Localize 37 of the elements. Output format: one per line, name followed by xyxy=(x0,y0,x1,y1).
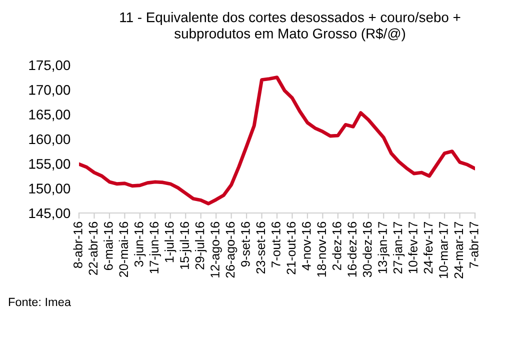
x-tick-label: 18-nov-16 xyxy=(317,222,326,277)
x-tick-label: 8-abr-16 xyxy=(73,222,82,268)
x-tick-label: 9-set-16 xyxy=(241,222,250,267)
y-tick-label: 160,00 xyxy=(29,134,70,146)
x-tick-label: 24-mar-17 xyxy=(454,222,464,278)
x-tick-label: 30-dez-16 xyxy=(362,222,372,278)
x-tick-label: 13-jan-17 xyxy=(378,222,390,274)
x-tick-label: 26-ago-16 xyxy=(226,222,238,278)
source-note: Fonte: Imea xyxy=(8,298,71,306)
x-tick-label: 15-jul-16 xyxy=(180,222,192,270)
chart-title: 11 - Equivalente dos cortes desossados + couro/sebo + subprodutos em Mato Grosso (R$/@) xyxy=(120,12,460,42)
x-tick-label: 1-jul-16 xyxy=(164,222,176,262)
x-tick-label: 27-jan-17 xyxy=(393,222,405,274)
x-tick-label: 20-mai-16 xyxy=(118,222,128,277)
line-series xyxy=(79,76,475,206)
y-tick-label: 170,00 xyxy=(29,85,70,96)
x-tick-label: 24-fev-17 xyxy=(423,222,433,274)
x-tick-label: 3-jun-16 xyxy=(134,222,146,267)
x-tick-label: 4-nov-16 xyxy=(302,222,311,270)
x-tick-label: 16-dez-16 xyxy=(347,222,357,277)
x-tick-label: 10-fev-17 xyxy=(408,222,418,274)
y-tick-label: 145,00 xyxy=(29,208,70,220)
y-tick-label: 150,00 xyxy=(29,184,70,196)
x-tick-label: 6-mai-16 xyxy=(104,222,113,270)
x-tick-label: 17-jun-16 xyxy=(149,222,161,274)
x-tick-label: 23-set-16 xyxy=(256,222,266,274)
x-tick-label: 29-jul-16 xyxy=(195,222,207,270)
x-tick-label: 10-mar-17 xyxy=(439,222,448,278)
x-tick-label: 12-ago-16 xyxy=(210,222,222,278)
y-tick-label: 165,00 xyxy=(29,110,70,122)
x-tick-label: 7-out-16 xyxy=(272,222,280,268)
y-tick-label: 155,00 xyxy=(29,159,70,170)
y-tick-label: 175,00 xyxy=(29,60,70,72)
x-tick-label: 21-out-16 xyxy=(286,222,296,274)
x-tick-label: 7-abr-17 xyxy=(469,222,478,268)
x-tick-label: 22-abr-16 xyxy=(88,222,98,275)
x-tick-label: 2-dez-16 xyxy=(332,222,342,270)
